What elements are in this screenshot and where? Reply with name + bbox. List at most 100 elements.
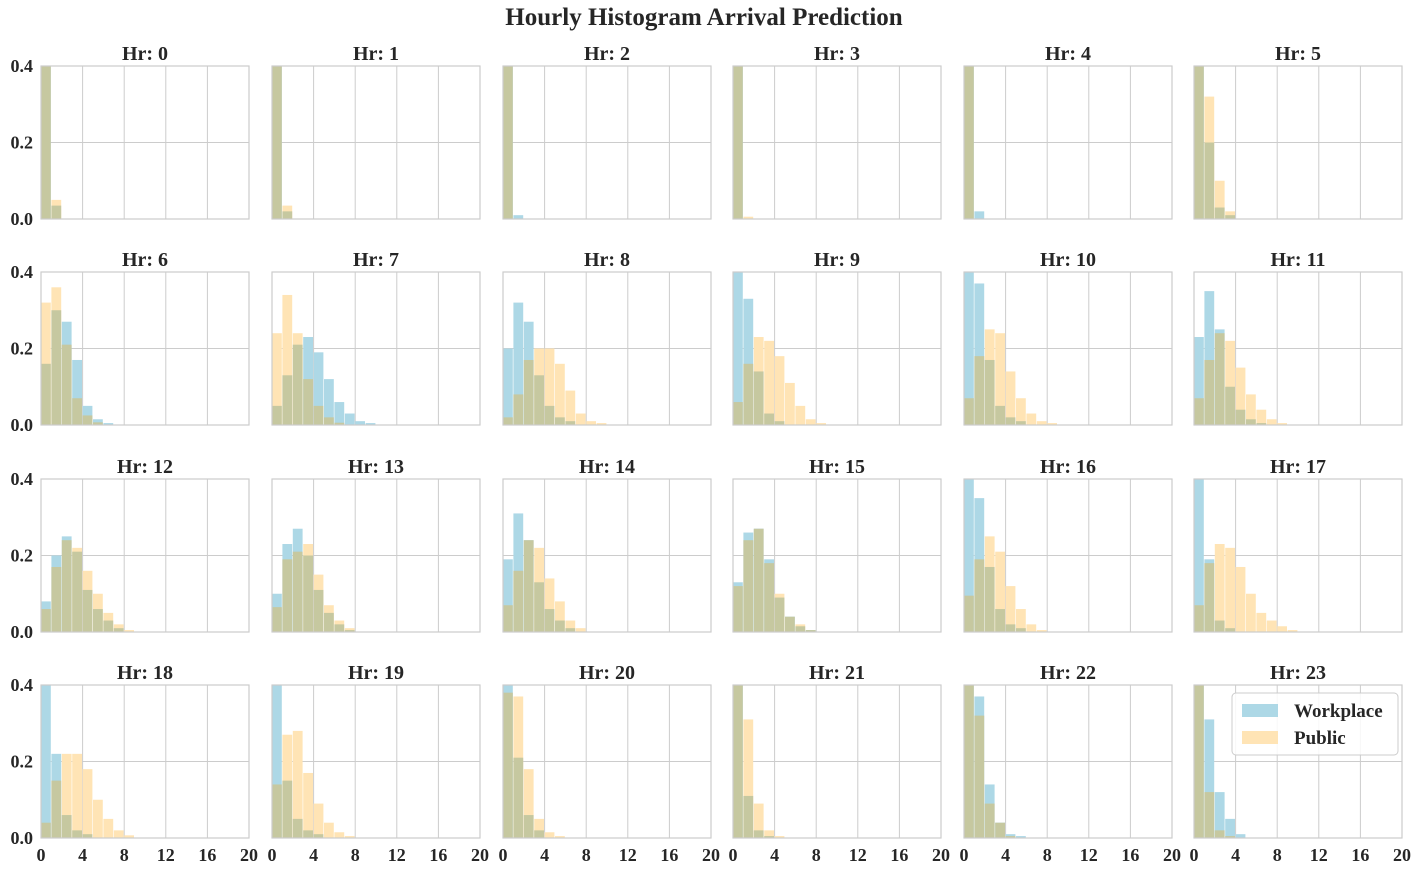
panel-frame (502, 271, 712, 426)
public-bar (586, 421, 596, 425)
legend-label: Public (1294, 728, 1346, 749)
y-tick-label: 0.4 (11, 469, 34, 489)
x-tick-label: 16 (429, 845, 447, 865)
overlap-bar (1204, 142, 1215, 219)
public-bar (1266, 419, 1277, 425)
public-bar (753, 803, 764, 838)
overlap-bar (733, 66, 743, 219)
overlap-bar (113, 628, 124, 632)
x-tick-label: 0 (1190, 845, 1199, 865)
overlap-bar (733, 402, 743, 425)
panel-title: Hr: 6 (122, 249, 168, 271)
panel-title: Hr: 11 (1271, 249, 1326, 271)
panel-frame (40, 478, 250, 633)
panel-frame (40, 684, 250, 839)
overlap-bar (984, 566, 995, 632)
workplace-bar (93, 419, 103, 425)
overlap-bar (1005, 417, 1016, 425)
overlap-bar (344, 630, 355, 632)
overlap-bar (324, 417, 334, 425)
overlap-bar (534, 582, 544, 632)
workplace-bar (272, 685, 282, 838)
x-tick-label: 20 (932, 845, 950, 865)
panel-frame (963, 478, 1173, 633)
overlap-bar (41, 609, 51, 632)
overlap-bar (974, 356, 985, 425)
overlap-bar (733, 586, 743, 632)
overlap-bar (1225, 386, 1235, 425)
x-tick-label: 20 (1393, 845, 1411, 865)
public-bar (82, 769, 93, 838)
panel: Hr: 13 (271, 456, 481, 633)
overlap-bar (544, 609, 555, 632)
public-bar (1246, 394, 1256, 425)
panel-frame (963, 271, 1173, 426)
panel-frame (963, 684, 1173, 839)
public-bar (555, 601, 565, 632)
public-bar (1235, 367, 1246, 425)
overlap-bar (503, 692, 513, 838)
x-tick-label: 12 (1310, 845, 1328, 865)
panel-frame (1193, 478, 1403, 633)
overlap-bar (964, 398, 974, 425)
overlap-bar (774, 597, 785, 632)
overlap-bar (565, 421, 576, 425)
public-bar (795, 405, 806, 425)
panel-frame (732, 271, 942, 426)
overlap-bar (1256, 423, 1267, 425)
panel: Hr: 11 (1193, 249, 1403, 426)
public-bar (774, 356, 785, 425)
overlap-bar (313, 834, 324, 838)
overlap-bar (523, 540, 534, 632)
public-bar (1016, 398, 1026, 425)
public-bar (103, 818, 114, 838)
overlap-bar (764, 836, 774, 838)
public-bar (565, 390, 576, 425)
overlap-bar (1194, 605, 1204, 632)
panel-title: Hr: 13 (348, 456, 404, 478)
overlap-bar (334, 624, 345, 632)
overlap-bar (272, 607, 282, 632)
x-tick-label: 8 (120, 845, 129, 865)
overlap-bar (1204, 563, 1215, 632)
overlap-bar (503, 417, 513, 425)
x-tick-label: 4 (309, 845, 318, 865)
overlap-bar (1194, 398, 1204, 425)
public-bar (1036, 421, 1047, 425)
overlap-bar (1204, 792, 1215, 838)
overlap-bar (103, 620, 114, 632)
x-tick-label: 12 (619, 845, 637, 865)
overlap-bar (795, 626, 806, 632)
overlap-bar (292, 818, 303, 838)
y-tick-label: 0.2 (11, 546, 34, 566)
panel: Hr: 5 (1193, 43, 1403, 220)
overlap-bar (743, 363, 754, 425)
overlap-bar (764, 413, 774, 425)
overlap-bar (1235, 409, 1246, 425)
x-tick-label: 16 (660, 845, 678, 865)
y-tick-label: 0.0 (11, 828, 34, 848)
overlap-bar (292, 344, 303, 425)
x-tick-label: 0 (268, 845, 277, 865)
panel: Hr: 16 (963, 456, 1173, 633)
y-tick-label: 0.4 (11, 56, 34, 76)
overlap-bar (282, 211, 293, 219)
public-bar (1256, 409, 1267, 425)
x-tick-label: 12 (157, 845, 175, 865)
panel: Hr: 17 (1193, 456, 1403, 633)
public-bar (1246, 593, 1256, 632)
x-tick-label: 12 (388, 845, 406, 865)
overlap-bar (51, 566, 62, 632)
panel-frame (963, 65, 1173, 220)
x-tick-label: 0 (499, 845, 508, 865)
public-bar (1005, 586, 1016, 632)
public-bar (1214, 180, 1225, 219)
x-tick-label: 4 (540, 845, 549, 865)
overlap-bar (61, 344, 72, 425)
panel-frame (40, 65, 250, 220)
panel: Hr: 22 0 4 8 12 16 20 (960, 662, 1182, 865)
public-bar (1277, 626, 1287, 632)
workplace-bar (964, 479, 974, 632)
public-bar (61, 753, 72, 838)
